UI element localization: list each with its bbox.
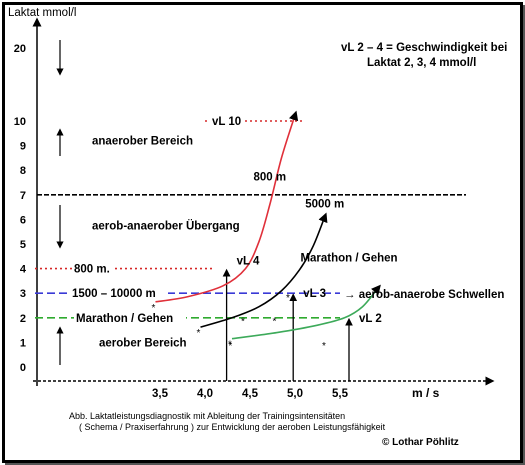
series-line (231, 284, 381, 340)
series-start-marker: * (228, 340, 232, 351)
x-axis-label: m / s (412, 386, 440, 400)
legend-note-line-2: Laktat 2, 3, 4 mmol/l (367, 57, 476, 69)
series-line (155, 110, 299, 303)
reference-label: vL 10 (212, 116, 241, 128)
y-tick-label: 0 (20, 362, 26, 374)
y-tick-label: 4 (20, 264, 27, 276)
y-tick-label: 7 (20, 190, 26, 202)
y-tick-label: 10 (14, 116, 26, 128)
y-axis-label: Laktat mmol/l (8, 7, 76, 19)
x-tick-label: 4,0 (197, 388, 213, 400)
series-start-marker: * (152, 303, 156, 314)
reference-label-bg (74, 308, 186, 322)
curve-label: Marathon / Gehen (300, 253, 397, 265)
x-tick-label: 5,0 (287, 388, 303, 400)
y-tick-label: 2 (20, 313, 26, 325)
point-marker: * (273, 317, 277, 328)
reference-label: 800 m. (74, 264, 110, 276)
curve-label: 5000 m (305, 198, 344, 210)
reference-label-bg (72, 259, 114, 273)
zone-label: aerob-anaerober Übergang (92, 220, 240, 233)
reference-label: Marathon / Gehen (76, 313, 173, 325)
point-marker: * (228, 341, 232, 352)
caption-line-1: Abb. Laktatleistungsdiagnostik mit Ablei… (69, 411, 345, 421)
zone-label: aerober Bereich (99, 337, 187, 349)
reference-label-bg (70, 284, 168, 298)
series-line (200, 212, 328, 328)
y-tick-label: 3 (20, 288, 26, 300)
legend-note-line-1: vL 2 – 4 = Geschwindigkeit bei (341, 42, 507, 54)
threshold-label: vL 3 (303, 288, 326, 300)
y-tick-label: 5 (20, 239, 26, 251)
x-tick-label: 5,5 (332, 388, 349, 400)
point-marker: * (322, 341, 326, 352)
series-start-marker: * (197, 328, 201, 339)
threshold-label: vL 4 (237, 256, 260, 268)
x-tick-label: 4,5 (242, 388, 259, 400)
reference-label: 1500 – 10000 m (72, 288, 156, 300)
threshold-annotation: → aerob-anaerobe Schwellen (344, 289, 504, 301)
zone-label: anaerober Bereich (92, 136, 193, 148)
y-tick-label: 8 (20, 165, 26, 177)
y-tick-label: 9 (20, 141, 26, 153)
y-tick-label: 1 (20, 337, 26, 349)
threshold-label: vL 2 (359, 313, 382, 325)
caption-line-2: ( Schema / Praxiserfahrung ) zur Entwick… (79, 422, 386, 432)
reference-label-bg (210, 112, 245, 125)
credit: © Lothar Pöhlitz (382, 437, 459, 448)
point-marker: * (286, 293, 290, 304)
y-tick-label: 6 (20, 214, 26, 226)
x-tick-label: 3,5 (152, 388, 169, 400)
point-marker: * (241, 317, 245, 328)
curve-label: 800 m (253, 171, 286, 183)
y-tick-label: 20 (14, 43, 26, 55)
